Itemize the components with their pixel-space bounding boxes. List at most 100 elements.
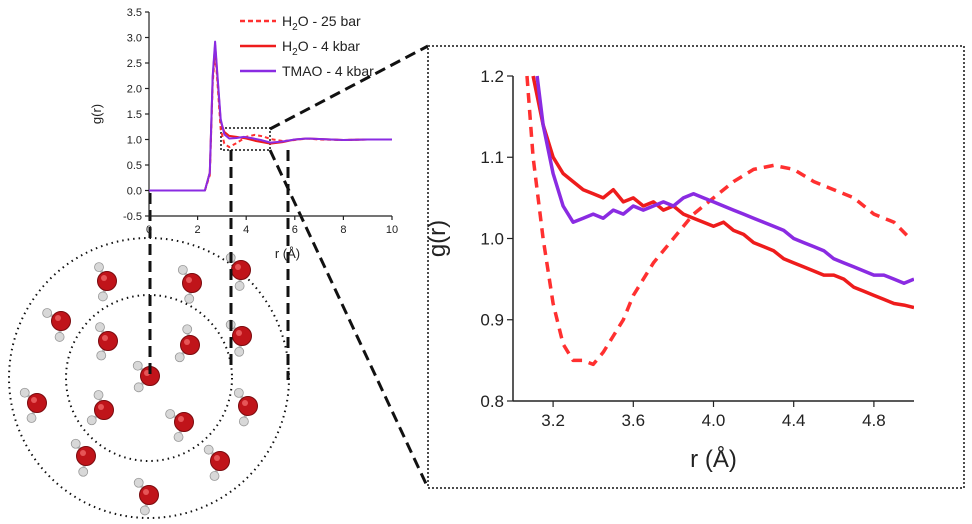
oxygen-atom bbox=[180, 335, 200, 355]
water-molecule bbox=[233, 387, 258, 427]
y-tick-label: 1.5 bbox=[127, 109, 142, 121]
y-tick-label: 1.2 bbox=[480, 67, 504, 86]
legend-label: H2O - 25 bar bbox=[282, 13, 361, 33]
hydrogen-atom bbox=[133, 477, 144, 488]
oxygen-highlight bbox=[143, 489, 149, 495]
connector-zoom-top bbox=[269, 44, 429, 131]
oxygen-atom bbox=[97, 271, 117, 291]
connector-lines bbox=[148, 44, 430, 489]
water-molecule bbox=[133, 477, 159, 516]
hydrogen-atom bbox=[234, 346, 245, 357]
hydrogen-atom bbox=[182, 324, 193, 335]
solvation-shell-illustration bbox=[8, 237, 290, 519]
y-tick-label: 1.0 bbox=[127, 134, 142, 146]
legend: H2O - 25 bar H2O - 4 kbar TMAO - 4 kbar bbox=[240, 13, 374, 79]
hydrogen-atom bbox=[95, 322, 105, 333]
legend-label: H2O - 4 kbar bbox=[282, 38, 360, 58]
zoom-rdf-chart: 0.8 0.9 1.0 1.1 1.2 3.2 3.6 4.0 4.4 4.8 r (Å) g(r) bbox=[424, 67, 914, 473]
series-line-3 bbox=[535, 75, 914, 285]
oxygen-atom bbox=[174, 412, 194, 432]
hydrogen-atom bbox=[184, 293, 195, 304]
x-tick-label: 3.6 bbox=[621, 411, 645, 430]
zoom-panel-frame bbox=[427, 45, 965, 489]
oxygen-atom bbox=[51, 311, 71, 331]
x-tick-label: 10 bbox=[386, 224, 398, 236]
y-tick-label: 0.5 bbox=[127, 160, 142, 172]
water-molecule bbox=[70, 438, 96, 477]
y-tick-label: 2.5 bbox=[127, 58, 142, 70]
water-molecules bbox=[19, 252, 258, 516]
oxygen-atom bbox=[76, 446, 96, 466]
x-tick-label: 0 bbox=[146, 224, 152, 236]
oxygen-highlight bbox=[102, 335, 108, 341]
oxygen-highlight bbox=[184, 339, 190, 345]
series-line-3 bbox=[149, 40, 392, 192]
hydrogen-atom bbox=[70, 438, 81, 449]
water-molecule bbox=[165, 409, 194, 442]
hydrogen-atom bbox=[54, 332, 65, 342]
hydrogen-atom bbox=[133, 382, 144, 393]
water-molecule bbox=[132, 360, 160, 393]
hydrogen-atom bbox=[233, 387, 244, 398]
y-tick-label: 3.0 bbox=[127, 32, 142, 44]
x-tick-label: 3.2 bbox=[541, 411, 565, 430]
series-line-1 bbox=[525, 75, 912, 367]
hydrogen-atom bbox=[93, 390, 104, 400]
hydrogen-atom bbox=[132, 360, 143, 371]
oxygen-highlight bbox=[242, 400, 248, 406]
x-tick-label: 4 bbox=[243, 224, 249, 236]
hydrogen-atom bbox=[78, 466, 89, 477]
inner-shell-circle bbox=[65, 294, 233, 462]
hydrogen-atom bbox=[173, 432, 184, 442]
oxygen-atom bbox=[232, 326, 252, 346]
hydrogen-atom bbox=[94, 262, 104, 273]
legend-label: TMAO - 4 kbar bbox=[282, 63, 374, 79]
oxygen-highlight bbox=[98, 404, 104, 410]
water-molecule bbox=[86, 390, 114, 426]
oxygen-highlight bbox=[80, 450, 86, 456]
oxygen-atom bbox=[139, 485, 159, 505]
water-molecule bbox=[177, 264, 202, 304]
connector-zoom-bottom bbox=[268, 149, 430, 489]
oxygen-highlight bbox=[178, 416, 184, 422]
hydrogen-atom bbox=[177, 264, 188, 275]
y-tick-label: -0.5 bbox=[123, 211, 142, 223]
y-tick-label: 2.0 bbox=[127, 83, 142, 95]
water-molecule bbox=[42, 308, 71, 342]
oxygen-highlight bbox=[235, 264, 241, 270]
hydrogen-atom bbox=[238, 416, 249, 427]
hydrogen-atom bbox=[234, 281, 245, 291]
x-tick-label: 4.8 bbox=[862, 411, 886, 430]
water-molecule bbox=[19, 387, 47, 423]
x-axis-label: r (Å) bbox=[690, 445, 737, 473]
x-tick-label: 6 bbox=[292, 224, 298, 236]
y-tick-label: 0.0 bbox=[127, 185, 142, 197]
water-molecule bbox=[95, 322, 118, 361]
y-tick-label: 3.5 bbox=[127, 7, 142, 19]
oxygen-atom bbox=[210, 451, 230, 471]
oxygen-atom bbox=[27, 393, 47, 413]
oxygen-highlight bbox=[101, 275, 107, 281]
x-tick-label: 4.0 bbox=[702, 411, 726, 430]
hydrogen-atom bbox=[139, 505, 150, 516]
x-tick-label: 4.4 bbox=[782, 411, 806, 430]
oxygen-atom bbox=[238, 396, 258, 416]
hydrogen-atom bbox=[209, 471, 220, 481]
hydrogen-atom bbox=[165, 409, 176, 419]
hydrogen-atom bbox=[26, 413, 37, 423]
water-molecule bbox=[174, 324, 200, 363]
y-axis-label: g(r) bbox=[89, 104, 104, 124]
water-molecule bbox=[203, 444, 230, 481]
full-rdf-chart: -0.5 0.0 0.5 1.0 1.5 2.0 2.5 3.0 3.5 0 2 4 6 8 10 r (Å)… bbox=[89, 7, 398, 261]
oxygen-highlight bbox=[214, 455, 220, 461]
oxygen-highlight bbox=[31, 397, 37, 403]
hydrogen-atom bbox=[96, 350, 107, 361]
hydrogen-atom bbox=[174, 352, 185, 363]
y-tick-label: 0.9 bbox=[480, 311, 504, 330]
hydrogen-atom bbox=[19, 387, 30, 398]
y-tick-label: 0.8 bbox=[480, 392, 504, 411]
hydrogen-atom bbox=[203, 444, 214, 455]
y-tick-label: 1.1 bbox=[480, 148, 504, 167]
oxygen-highlight bbox=[55, 315, 61, 321]
